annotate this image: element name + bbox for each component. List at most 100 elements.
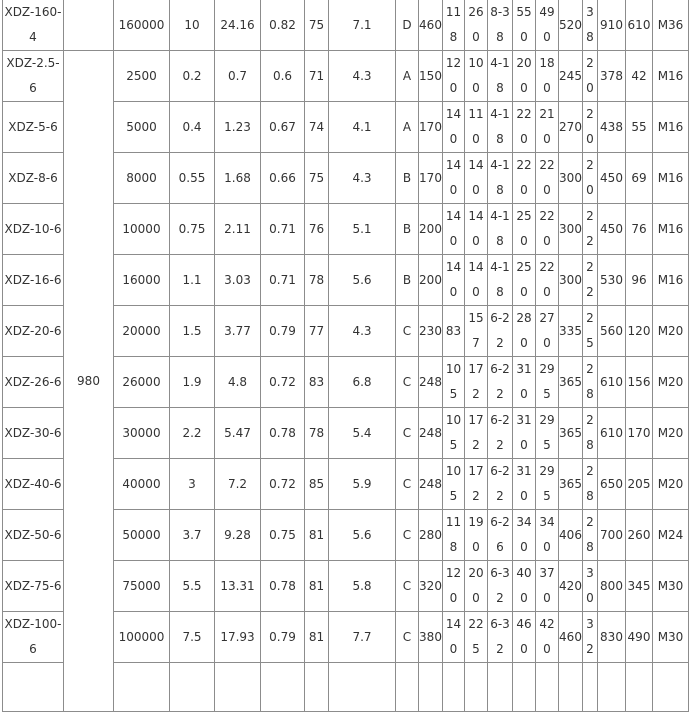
cell-dim-d: 340 [512, 509, 536, 561]
cell-dim-f: 460 [558, 611, 583, 663]
cell-airflow: 5000 [113, 101, 170, 153]
cell-efficiency: 75 [304, 0, 329, 51]
cell-power: 1.5 [169, 305, 215, 357]
cell-dim-e: 420 [535, 611, 559, 663]
cell-efficiency: 77 [304, 305, 329, 357]
cell-bolt: M16 [652, 152, 689, 204]
cell-dim-d: 310 [512, 356, 536, 408]
cell-dim-b: 105 [442, 407, 465, 459]
cell-power-factor: 0.78 [260, 560, 305, 612]
cell-frame: C [395, 407, 419, 459]
cell-dim-c: 190 [464, 509, 488, 561]
cell-power-factor: 0.72 [260, 356, 305, 408]
cell-dim-c: 140 [464, 203, 488, 255]
cell-efficiency: 75 [304, 152, 329, 204]
cell-dim-a: 200 [418, 203, 443, 255]
cell-speed-empty [63, 0, 114, 51]
cell-bolt: M20 [652, 305, 689, 357]
cell-frame: A [395, 50, 419, 102]
cell-current: 3.77 [214, 305, 261, 357]
cell-dim-b: 105 [442, 458, 465, 510]
cell-noise: 5.4 [328, 407, 396, 459]
cell-power: 1.1 [169, 254, 215, 306]
cell-model: XDZ-2.5-6 [2, 50, 64, 102]
cell-power-factor: 0.75 [260, 509, 305, 561]
cell-power: 3.7 [169, 509, 215, 561]
cell-frame: B [395, 152, 419, 204]
cell-current: 0.7 [214, 50, 261, 102]
cell-current: 17.93 [214, 611, 261, 663]
cell-model: XDZ-10-6 [2, 203, 64, 255]
cell-airflow: 20000 [113, 305, 170, 357]
cell-bolt: M16 [652, 50, 689, 102]
cell-empty [512, 662, 536, 712]
cell-empty [395, 662, 419, 712]
cell-dim-g: 25 [582, 305, 598, 357]
cell-dim-h: 610 [597, 356, 626, 408]
cell-efficiency: 78 [304, 407, 329, 459]
cell-dim-b: 118 [442, 0, 465, 51]
cell-dim-d: 220 [512, 101, 536, 153]
cell-dim-c: 157 [464, 305, 488, 357]
cell-efficiency: 85 [304, 458, 329, 510]
table-row: XDZ-2.5-6 980 2500 0.2 0.7 0.6 71 4.3 A 150 120 100… [2, 50, 689, 712]
cell-weight: 170 [625, 407, 653, 459]
cell-power-factor: 0.78 [260, 407, 305, 459]
cell-dim-f: 300 [558, 152, 583, 204]
cell-model: XDZ-160-4 [2, 0, 64, 51]
cell-dim-d: 200 [512, 50, 536, 102]
cell-dim-f: 365 [558, 356, 583, 408]
table-row: XDZ-160-4 160000 10 24.16 0.82 75 7.1 D 460 118 26… [2, 0, 689, 51]
cell-weight: 156 [625, 356, 653, 408]
cell-current: 13.31 [214, 560, 261, 612]
table-row: XDZ-40-6 40000 3 7.2 0.72 85 5.9 C 248 105 172 6-22… [2, 458, 689, 510]
cell-current: 1.23 [214, 101, 261, 153]
cell-power: 3 [169, 458, 215, 510]
cell-dim-d: 310 [512, 458, 536, 510]
cell-airflow: 100000 [113, 611, 170, 663]
table-row: XDZ-50-6 50000 3.7 9.28 0.75 81 5.6 C 280 118 190 6… [2, 509, 689, 561]
cell-efficiency: 83 [304, 356, 329, 408]
cell-current: 7.2 [214, 458, 261, 510]
cell-dim-c: 110 [464, 101, 488, 153]
cell-weight: 69 [625, 152, 653, 204]
cell-power-factor: 0.79 [260, 611, 305, 663]
cell-current: 24.16 [214, 0, 261, 51]
cell-model: XDZ-20-6 [2, 305, 64, 357]
cell-frame: B [395, 254, 419, 306]
cell-dim-a: 460 [418, 0, 443, 51]
cell-dim-c: 225 [464, 611, 488, 663]
cell-empty [304, 662, 329, 712]
cell-efficiency: 71 [304, 50, 329, 102]
cell-dim-h: 700 [597, 509, 626, 561]
cell-dim-e: 220 [535, 254, 559, 306]
cell-dim-c: 100 [464, 50, 488, 102]
cell-dim-h: 910 [597, 0, 626, 51]
cell-dim-d: 400 [512, 560, 536, 612]
cell-frame: B [395, 203, 419, 255]
cell-dim-f: 520 [558, 0, 583, 51]
cell-dim-b: 140 [442, 611, 465, 663]
cell-power: 0.75 [169, 203, 215, 255]
cell-dim-e: 295 [535, 356, 559, 408]
cell-empty [582, 662, 598, 712]
cell-dim-c: 260 [464, 0, 488, 51]
cell-dim-a: 170 [418, 152, 443, 204]
cell-weight: 205 [625, 458, 653, 510]
cell-empty [558, 662, 583, 712]
cell-dim-d: 280 [512, 305, 536, 357]
cell-model: XDZ-50-6 [2, 509, 64, 561]
cell-power-factor: 0.66 [260, 152, 305, 204]
cell-noise: 4.3 [328, 152, 396, 204]
cell-dim-b: 105 [442, 356, 465, 408]
cell-empty [597, 662, 626, 712]
table-row: XDZ-5-6 5000 0.4 1.23 0.67 74 4.1 A 170 140 110 4-1… [2, 101, 689, 153]
cell-empty [464, 662, 488, 712]
cell-weight: 96 [625, 254, 653, 306]
cell-power: 7.5 [169, 611, 215, 663]
cell-dim-g: 20 [582, 152, 598, 204]
cell-dim-e: 220 [535, 152, 559, 204]
cell-dim-h: 378 [597, 50, 626, 102]
cell-dim-h: 800 [597, 560, 626, 612]
cell-dim-e: 370 [535, 560, 559, 612]
